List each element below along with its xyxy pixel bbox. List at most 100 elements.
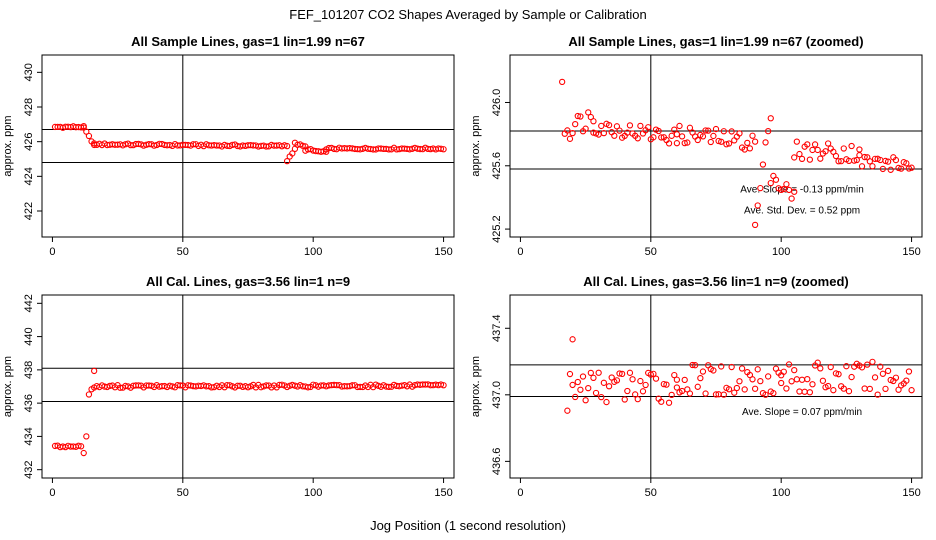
data-point: [754, 366, 761, 373]
data-point: [778, 379, 785, 387]
data-point: [806, 156, 814, 163]
data-point: [798, 376, 806, 383]
data-point: [577, 386, 584, 393]
data-point: [736, 130, 743, 137]
data-point: [673, 131, 681, 138]
plot-frame: [41, 294, 455, 479]
panel-title: All Sample Lines, gas=1 lin=1.99 n=67 (z…: [568, 34, 863, 49]
plot-frame: [509, 54, 923, 238]
y-axis-label: approx. ppm: [2, 356, 14, 417]
data-point: [866, 385, 873, 393]
x-tick-label: 0: [517, 246, 523, 258]
data-point: [814, 359, 821, 366]
data-point: [684, 139, 691, 146]
x-tick-label: 50: [177, 246, 189, 258]
data-point: [864, 361, 871, 368]
data-point: [897, 165, 905, 172]
data-point: [694, 383, 701, 390]
data-point: [676, 122, 683, 130]
data-point: [564, 127, 571, 134]
data-point: [263, 382, 270, 389]
data-point: [707, 138, 714, 146]
y-tick-label: 434: [23, 427, 35, 445]
data-point: [754, 202, 761, 209]
data-point: [660, 380, 667, 388]
data-point: [691, 362, 699, 369]
data-point: [830, 387, 837, 394]
data-point: [801, 388, 808, 395]
data-point: [796, 388, 803, 395]
data-point: [731, 137, 738, 144]
data-point: [746, 145, 754, 152]
data-point: [574, 112, 581, 120]
y-tick-label: 426.0: [491, 89, 503, 117]
x-tick-label: 0: [517, 487, 523, 499]
data-point: [585, 109, 592, 116]
data-point: [564, 407, 571, 414]
data-point: [634, 135, 641, 142]
data-point: [650, 370, 657, 378]
data-point: [655, 127, 662, 135]
suptitle: FEF_101207 CO2 Shapes Averaged by Sample…: [289, 7, 646, 22]
data-point: [809, 381, 816, 388]
data-point: [605, 122, 613, 129]
data-point: [835, 158, 842, 165]
data-point: [665, 140, 673, 147]
data-point: [905, 165, 913, 172]
data-point: [772, 176, 780, 183]
data-point: [718, 363, 725, 370]
panel-sample-lines-zoomed: All Sample Lines, gas=1 lin=1.99 n=67 (z…: [470, 34, 923, 258]
data-point: [765, 373, 772, 380]
data-point: [840, 385, 847, 392]
data-point: [791, 188, 798, 195]
data-point: [650, 134, 657, 141]
data-point: [749, 132, 756, 139]
data-point: [85, 391, 93, 398]
data-point: [598, 393, 605, 401]
data-point: [741, 386, 748, 393]
data-point: [895, 164, 902, 172]
data-point: [738, 365, 746, 372]
data-point: [658, 134, 665, 141]
y-tick-label: 425.6: [491, 152, 503, 180]
y-tick-label: 436.6: [491, 448, 503, 476]
panel-cal-lines: All Cal. Lines, gas=3.56 lin=1 n=9 appro…: [2, 274, 455, 499]
data-point: [283, 157, 291, 165]
data-point: [720, 391, 727, 398]
data-point: [861, 153, 868, 161]
data-point: [767, 179, 774, 187]
data-point: [804, 141, 811, 148]
data-point: [788, 378, 795, 385]
data-point: [757, 377, 764, 385]
data-point: [824, 382, 832, 390]
data-point: [905, 368, 913, 375]
y-tick-label: 438: [23, 361, 35, 379]
data-point: [645, 124, 652, 131]
data-point: [835, 371, 842, 378]
data-point: [848, 373, 855, 381]
y-tick-label: 437.0: [491, 381, 503, 409]
data-point: [626, 369, 634, 376]
data-point: [877, 363, 884, 370]
data-point: [710, 367, 717, 374]
data-point: [632, 391, 639, 398]
data-point: [590, 118, 597, 125]
data-point: [668, 132, 675, 139]
y-axis-label: approx. ppm: [470, 115, 482, 176]
y-tick-label: 424: [23, 167, 35, 185]
data-point: [819, 377, 827, 384]
data-point: [858, 364, 866, 371]
panel-cal-lines-zoomed: All Cal. Lines, gas=3.56 lin=1 n=9 (zoom…: [470, 274, 923, 499]
data-point: [832, 152, 840, 160]
data-point: [765, 127, 772, 135]
data-point: [770, 390, 777, 397]
data-point: [678, 133, 686, 140]
x-tick-label: 150: [902, 487, 920, 499]
data-point: [582, 125, 589, 132]
data-point: [892, 374, 900, 381]
x-tick-label: 0: [49, 246, 55, 258]
data-point: [681, 376, 688, 384]
data-point: [874, 391, 881, 398]
data-point: [572, 120, 579, 128]
